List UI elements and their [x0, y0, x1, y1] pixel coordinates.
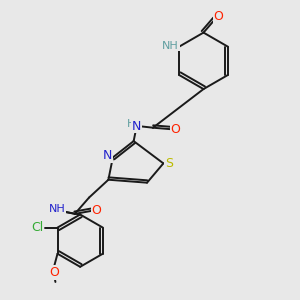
Text: H: H: [127, 119, 136, 129]
Text: N: N: [132, 120, 141, 133]
Text: N: N: [103, 149, 112, 162]
Text: NH: NH: [162, 40, 179, 50]
Text: O: O: [91, 204, 101, 218]
Text: S: S: [165, 158, 173, 170]
Text: Cl: Cl: [31, 221, 44, 234]
Text: NH: NH: [49, 204, 65, 214]
Text: O: O: [170, 123, 180, 136]
Text: O: O: [49, 266, 59, 279]
Text: O: O: [213, 10, 223, 23]
